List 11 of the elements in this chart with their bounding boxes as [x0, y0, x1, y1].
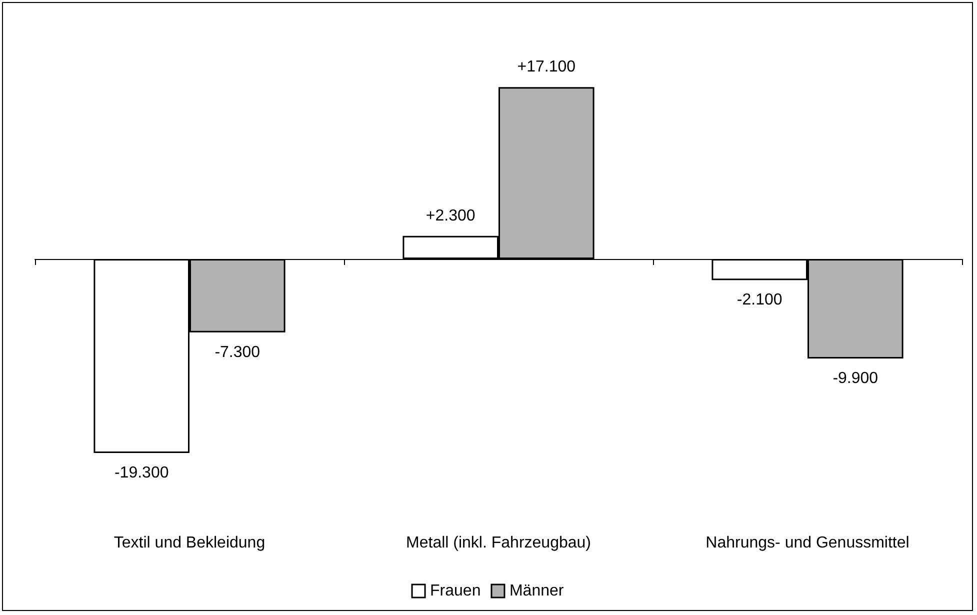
data-label: -2.100 [736, 292, 782, 309]
data-label: -7.300 [214, 344, 260, 361]
x-tick-label: Textil und Bekleidung [114, 534, 266, 552]
data-label: -19.300 [114, 464, 169, 482]
x-tick-label: Nahrungs- und Genussmittel [706, 534, 910, 552]
data-label: +2.300 [426, 207, 476, 224]
data-label: +17.100 [517, 58, 576, 76]
x-tick-label: Metall (inkl. Fahrzeugbau) [406, 534, 591, 552]
data-label: -9.900 [832, 370, 878, 387]
legend-label: Frauen [430, 582, 481, 600]
legend-label: Männer [509, 582, 564, 600]
